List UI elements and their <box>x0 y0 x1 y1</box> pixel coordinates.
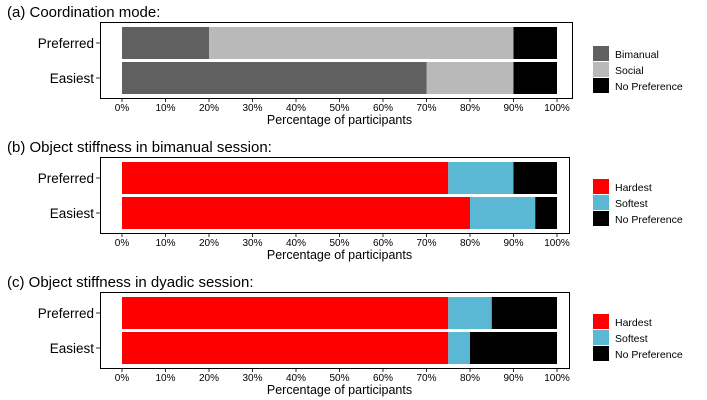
panel-a-bar-easiest-social <box>426 62 514 94</box>
panel-b-xtick-label: 10% <box>155 238 175 249</box>
panel-b-legend-label-hardest: Hardest <box>615 182 652 194</box>
panel-a-bar-easiest-no-preference <box>513 62 557 94</box>
panel-b-bar-preferred-hardest <box>122 162 449 194</box>
panel-c-category-easiest: Easiest <box>50 341 95 356</box>
panel-c-xtick-label: 30% <box>242 373 262 384</box>
panel-b-bar-preferred-softest <box>448 162 514 194</box>
panel-a-xtick-label: 0% <box>115 103 130 114</box>
panel-b-xtick-label: 40% <box>286 238 306 249</box>
panel-c-legend-swatch-hardest <box>593 314 609 329</box>
panel-c-xtick-label: 40% <box>286 373 306 384</box>
panel-b-xtick-label: 20% <box>199 238 219 249</box>
panel-a-category-easiest: Easiest <box>50 71 95 86</box>
panel-c-legend-label-softest: Softest <box>615 333 648 345</box>
panel-b-bar-easiest-hardest <box>122 197 470 229</box>
panel-c-xtick-label: 50% <box>329 373 349 384</box>
panel-c-xtick-label: 100% <box>544 373 570 384</box>
panel-b-bar-preferred-no-preference <box>513 162 557 194</box>
panel-b-xtick-label: 100% <box>544 238 570 249</box>
panel-c-xtick-label: 20% <box>199 373 219 384</box>
panel-b-category-preferred: Preferred <box>38 171 94 186</box>
panel-c-legend-swatch-softest <box>593 330 609 345</box>
panel-a-xtick-label: 30% <box>242 103 262 114</box>
panel-a-legend-swatch-social <box>593 62 609 77</box>
panel-c-xlabel: Percentage of participants <box>267 383 412 397</box>
panel-b-title: (b) Object stiffness in bimanual session… <box>7 139 272 156</box>
panel-c-legend-swatch-no-preference <box>593 346 609 361</box>
panel-a-legend-swatch-bimanual <box>593 46 609 61</box>
panel-a-legend-label-social: Social <box>615 65 644 77</box>
panel-a-xtick-label: 40% <box>286 103 306 114</box>
panel-c-category-preferred: Preferred <box>38 306 94 321</box>
panel-b-legend-label-softest: Softest <box>615 198 648 210</box>
panel-a-legend-swatch-no-preference <box>593 78 609 93</box>
panel-a-xtick-label: 70% <box>416 103 436 114</box>
panel-a-xtick-label: 50% <box>329 103 349 114</box>
panel-b-xtick-label: 0% <box>115 238 130 249</box>
panel-b-xtick-label: 70% <box>416 238 436 249</box>
panel-a-category-preferred: Preferred <box>38 36 94 51</box>
panel-b-legend-swatch-softest <box>593 195 609 210</box>
panel-a-xtick-label: 90% <box>503 103 523 114</box>
panel-a-title: (a) Coordination mode: <box>7 4 160 21</box>
panel-c-legend-label-no-preference: No Preference <box>615 349 683 361</box>
panel-c-bar-easiest-no-preference <box>470 332 557 364</box>
panel-b-frame <box>100 157 570 234</box>
panel-a-xtick-label: 10% <box>155 103 175 114</box>
panel-c-xtick-label: 60% <box>373 373 393 384</box>
panel-c-bar-preferred-hardest <box>122 297 449 329</box>
panel-c-xtick-label: 10% <box>155 373 175 384</box>
panel-b-xtick-label: 80% <box>460 238 480 249</box>
panel-b-xtick-label: 90% <box>503 238 523 249</box>
panel-a-bar-preferred-bimanual <box>122 27 209 59</box>
panel-a-xtick-label: 20% <box>199 103 219 114</box>
panel-b-legend-label-no-preference: No Preference <box>615 214 683 226</box>
panel-b-xlabel: Percentage of participants <box>267 248 412 262</box>
panel-c-xtick-label: 80% <box>460 373 480 384</box>
panel-c-xtick-label: 0% <box>115 373 130 384</box>
panel-c-legend-label-hardest: Hardest <box>615 317 652 329</box>
panel-b-xtick-label: 60% <box>373 238 393 249</box>
panel-a-xlabel: Percentage of participants <box>267 113 412 127</box>
panel-a-bar-preferred-social <box>209 27 514 59</box>
panel-a-xtick-label: 60% <box>373 103 393 114</box>
panel-c-title: (c) Object stiffness in dyadic session: <box>7 274 254 291</box>
panel-c-bar-preferred-no-preference <box>491 297 557 329</box>
panel-c-bar-preferred-softest <box>448 297 492 329</box>
panel-c-xtick-label: 70% <box>416 373 436 384</box>
panel-c-xtick-label: 90% <box>503 373 523 384</box>
panel-c-frame <box>100 292 570 369</box>
panel-a-legend-label-bimanual: Bimanual <box>615 49 659 61</box>
panel-b-category-easiest: Easiest <box>50 206 95 221</box>
panel-a-frame <box>100 22 573 99</box>
panel-b-legend-swatch-hardest <box>593 179 609 194</box>
panel-c-bar-easiest-softest <box>448 332 470 364</box>
panel-a-bar-easiest-bimanual <box>122 62 427 94</box>
panel-a-bar-preferred-no-preference <box>513 27 557 59</box>
panel-b-legend-swatch-no-preference <box>593 211 609 226</box>
panel-a-legend-label-no-preference: No Preference <box>615 81 683 93</box>
panel-b-bar-easiest-no-preference <box>535 197 557 229</box>
panel-b-xtick-label: 30% <box>242 238 262 249</box>
panel-a-xtick-label: 100% <box>544 103 570 114</box>
panel-a-xtick-label: 80% <box>460 103 480 114</box>
panel-c-bar-easiest-hardest <box>122 332 449 364</box>
panel-b-xtick-label: 50% <box>329 238 349 249</box>
panel-b-bar-easiest-softest <box>470 197 536 229</box>
